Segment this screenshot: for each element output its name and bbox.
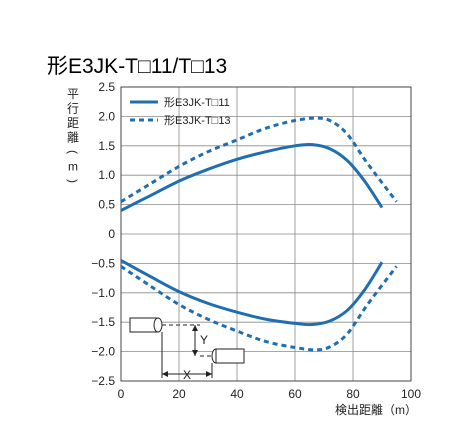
x-arrow-left-icon	[162, 371, 168, 377]
y-arrow-top-icon	[192, 325, 198, 331]
y-tick-labels: 2.5 2.0 1.5 1.0 0.5 0 −0.5 −1.0 −1.5 −2.0 −2.5	[91, 80, 115, 388]
x-tick-label: 100	[401, 387, 421, 401]
y-label-char: 平	[67, 87, 79, 101]
y-label-char: (	[66, 150, 80, 154]
x-tick-label: 20	[172, 387, 186, 401]
series-2-lower-line	[120, 265, 398, 352]
legend-label: 形E3JK-T□11	[164, 96, 230, 109]
inset-x-label: X	[183, 368, 191, 382]
x-tick-labels: 0 20 40 60 80 100	[118, 387, 422, 401]
receiver-icon	[215, 348, 245, 364]
x-tick-label: 0	[118, 387, 125, 401]
y-tick-label: 1.0	[98, 168, 115, 182]
series-1-lower-line	[120, 259, 384, 327]
chart-title: 形E3JK-T□11/T□13	[47, 55, 227, 78]
y-tick-label: −2.0	[91, 345, 115, 359]
y-tick-label: −1.5	[91, 315, 115, 329]
y-tick-label: −1.0	[91, 286, 115, 300]
series-lines	[120, 116, 398, 352]
y-arrow-bottom-icon	[192, 350, 198, 356]
y-tick-label: 1.5	[98, 139, 115, 153]
series-2-upper-line	[120, 116, 398, 203]
y-label-char: 行	[67, 102, 79, 116]
emitter-lens-icon	[153, 317, 163, 333]
series-1-upper-line	[120, 142, 384, 212]
y-tick-label: −2.5	[91, 374, 115, 388]
inset-y-label: Y	[200, 333, 208, 347]
x-tick-label: 60	[288, 387, 302, 401]
legend: 形E3JK-T□11 形E3JK-T□13	[130, 96, 231, 127]
y-label-char: m	[68, 160, 78, 174]
gridlines	[120, 86, 412, 382]
x-tick-label: 80	[346, 387, 360, 401]
y-tick-label: 2.0	[98, 109, 115, 123]
y-label-char: )	[66, 179, 80, 183]
y-tick-label: 2.5	[98, 80, 115, 94]
y-tick-label: −0.5	[91, 256, 115, 270]
y-label-char: 離	[67, 131, 79, 145]
sensor-schematic	[129, 317, 245, 378]
x-axis-label: 検出距離（m）	[335, 403, 417, 417]
y-label-char: 距	[67, 116, 79, 130]
x-tick-label: 40	[230, 387, 244, 401]
y-tick-label: 0.5	[98, 198, 115, 212]
y-tick-label: 0	[108, 227, 115, 241]
legend-label: 形E3JK-T□13	[164, 114, 231, 127]
plot-frame	[120, 86, 412, 382]
x-arrow-right-icon	[206, 371, 212, 377]
